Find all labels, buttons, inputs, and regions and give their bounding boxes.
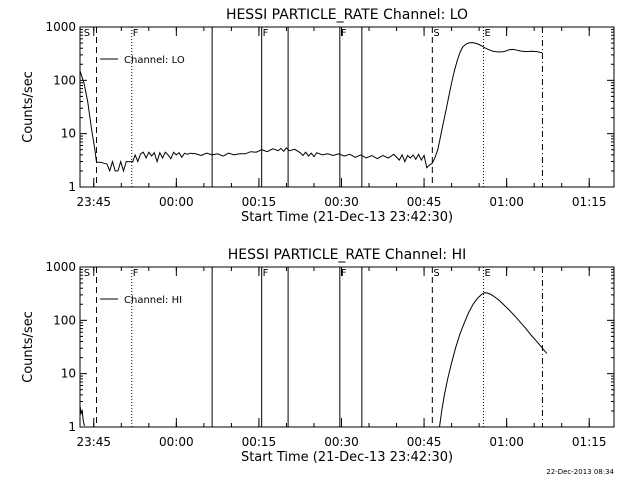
- x-tick-label: 00:15: [242, 195, 277, 209]
- event-marker-label: E: [485, 268, 491, 279]
- event-marker-label: F: [341, 268, 347, 279]
- series-line: [79, 405, 85, 427]
- y-tick-label: 10: [61, 127, 76, 141]
- event-marker-label: F: [263, 28, 269, 39]
- event-marker-label: S: [84, 268, 90, 279]
- chart-lo-channel: HESSI PARTICLE_RATE Channel: LO 1 10 100 100…: [21, 7, 615, 225]
- plot-frame: [79, 26, 615, 188]
- plot-frame: [79, 266, 615, 428]
- y-tick-label: 1: [68, 180, 76, 194]
- x-tick-label: 00:30: [324, 435, 359, 449]
- x-tick-label: 00:30: [324, 195, 359, 209]
- x-tick-label: 00:00: [159, 195, 194, 209]
- chart-hi-channel: HESSI PARTICLE_RATE Channel: HI 1 10 100 100…: [21, 247, 615, 465]
- x-tick-label: 01:00: [489, 435, 524, 449]
- event-marker-label: F: [263, 268, 269, 279]
- chart-title: HESSI PARTICLE_RATE Channel: LO: [226, 7, 468, 23]
- series-line: [79, 42, 543, 173]
- legend-label: Channel: HI: [124, 295, 182, 306]
- x-tick-label: 00:45: [407, 195, 442, 209]
- footer-timestamp: 22-Dec-2013 08:34: [546, 468, 614, 476]
- series-line: [439, 292, 548, 428]
- x-tick-label: 01:15: [572, 435, 607, 449]
- y-tick-label: 100: [53, 73, 76, 87]
- x-tick-label: 00:45: [407, 435, 442, 449]
- event-marker-label: S: [433, 268, 439, 279]
- chart-title: HESSI PARTICLE_RATE Channel: HI: [228, 247, 466, 263]
- x-tick-label: 01:15: [572, 195, 607, 209]
- x-tick-label: 23:45: [76, 435, 111, 449]
- y-axis-label: Counts/sec: [21, 71, 36, 143]
- event-marker-label: F: [133, 268, 139, 279]
- event-marker-label: S: [84, 28, 90, 39]
- event-marker-label: E: [485, 28, 491, 39]
- legend-label: Channel: LO: [124, 55, 185, 66]
- event-marker-label: F: [133, 28, 139, 39]
- x-tick-label: 23:45: [76, 195, 111, 209]
- x-tick-label: 00:00: [159, 435, 194, 449]
- x-axis-label: Start Time (21-Dec-13 23:42:30): [241, 450, 453, 465]
- y-tick-label: 1000: [45, 20, 76, 34]
- x-tick-label: 01:00: [489, 195, 524, 209]
- y-tick-label: 100: [53, 313, 76, 327]
- y-tick-label: 1: [68, 420, 76, 434]
- event-marker-label: F: [341, 28, 347, 39]
- x-tick-label: 00:15: [242, 435, 277, 449]
- y-tick-label: 10: [61, 367, 76, 381]
- event-marker-label: S: [433, 28, 439, 39]
- y-tick-label: 1000: [45, 260, 76, 274]
- y-axis-label: Counts/sec: [21, 311, 36, 383]
- x-axis-label: Start Time (21-Dec-13 23:42:30): [241, 210, 453, 225]
